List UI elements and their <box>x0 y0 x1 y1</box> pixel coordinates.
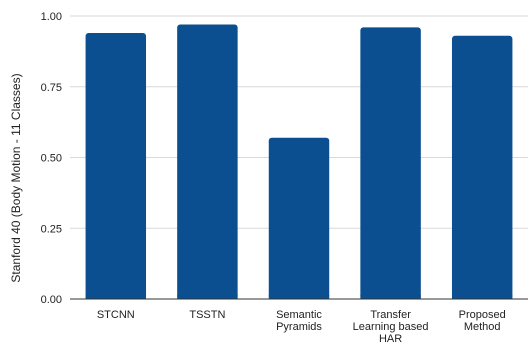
bar <box>451 35 513 300</box>
bar <box>360 27 421 299</box>
x-category-label-line: HAR <box>379 333 402 345</box>
x-category-label-line: Method <box>464 321 501 333</box>
y-tick-label: 0.50 <box>41 153 62 165</box>
bar-base <box>451 295 513 299</box>
y-tick-label: 0.00 <box>41 294 62 306</box>
bar <box>268 137 330 299</box>
y-tick-labels: 0.00 0.25 0.50 0.75 1.00 <box>41 11 62 306</box>
bar-base <box>85 295 147 299</box>
x-category-label-line: Semantic <box>276 309 322 321</box>
x-category-label: Proposed Method <box>459 309 506 333</box>
bar-base <box>268 295 330 299</box>
bar-base <box>360 295 421 299</box>
x-category-label-line: STCNN <box>97 309 135 321</box>
x-category-label-line: Learning based <box>353 321 429 333</box>
x-category-label: Semantic Pyramids <box>276 309 322 333</box>
x-category-label: Transfer Learning based HAR <box>353 309 429 345</box>
y-tick-label: 0.25 <box>41 223 62 235</box>
x-category-label-line: TSSTN <box>189 309 225 321</box>
x-category-label-line: Transfer <box>370 309 411 321</box>
bar <box>177 24 238 300</box>
bars <box>85 24 513 300</box>
y-tick-label: 1.00 <box>41 11 62 23</box>
x-category-label-line: Proposed <box>459 309 506 321</box>
bar <box>85 32 147 299</box>
y-axis-title: Stanford 40 (Body Motion - 11 Classes) <box>9 73 23 282</box>
x-category-label-line: Pyramids <box>276 321 322 333</box>
x-category-label: STCNN <box>97 309 135 321</box>
bar-base <box>177 295 238 299</box>
x-category-label: TSSTN <box>189 309 225 321</box>
y-tick-label: 0.75 <box>41 82 62 94</box>
x-category-labels: STCNN TSSTN Semantic Pyramids Transfer Learni… <box>97 309 506 345</box>
